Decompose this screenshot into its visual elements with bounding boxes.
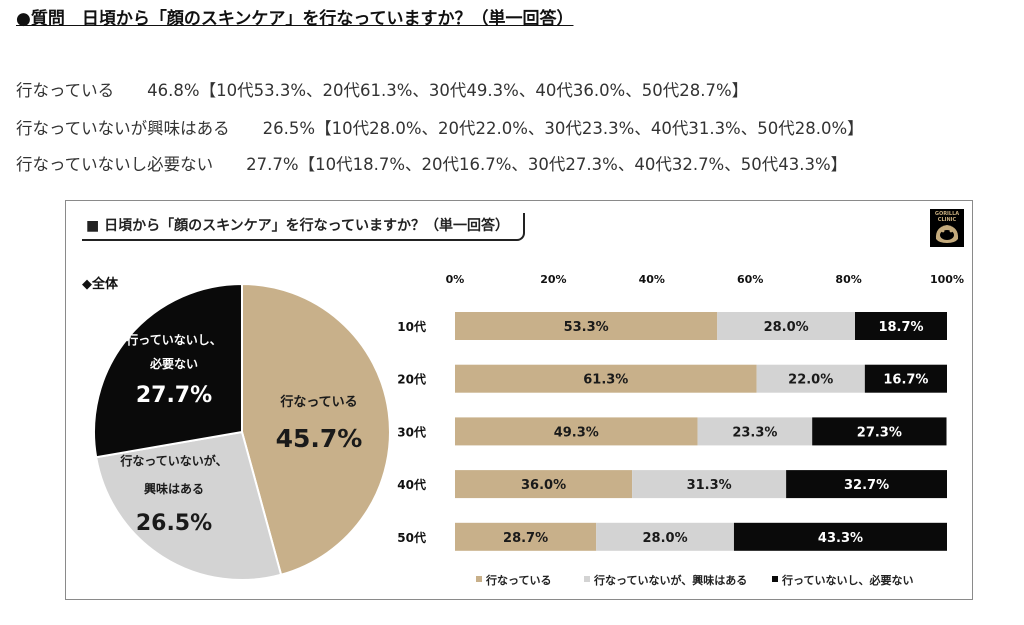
pie-label: 必要ない (149, 356, 198, 371)
pie-slice (95, 430, 283, 581)
pie-label: 行なっていないが、 (119, 453, 227, 468)
bar-segment (855, 312, 947, 340)
bar-segment (632, 470, 787, 499)
bar-segment (455, 312, 718, 340)
pie-value: 26.5% (136, 511, 212, 536)
y-category-label: 50代 (397, 530, 426, 545)
pie-label: 行っていないし、 (125, 332, 221, 347)
pie-label: 行なっている (279, 394, 357, 410)
bar-data-label: 31.3% (687, 478, 732, 493)
x-tick-label: 100% (930, 273, 964, 286)
brand-logo: GORILLA CLINIC (930, 209, 964, 247)
legend-swatch (584, 576, 590, 582)
summary-line-interested: 行なっていないが興味はある 26.5%【10代28.0%、20代22.0%、30… (16, 119, 864, 138)
bar-segment (717, 312, 855, 340)
bar-segment (697, 417, 813, 446)
pie-value: 27.7% (136, 383, 212, 408)
bar-data-label: 16.7% (883, 373, 928, 388)
bar-data-label: 28.7% (503, 531, 548, 546)
y-category-label: 30代 (397, 424, 426, 439)
bar-data-label: 53.3% (564, 320, 609, 335)
legend-label: 行っていないし、必要ない (781, 573, 913, 587)
pie-value: 45.7% (276, 424, 363, 453)
legend-swatch (476, 576, 482, 582)
legend-label: 行なっていないが、興味はある (593, 573, 747, 587)
bar-segment (455, 470, 633, 499)
bar-segment (756, 364, 865, 393)
legend-label: 行なっている (485, 573, 551, 587)
bar-data-label: 49.3% (554, 425, 599, 440)
bar-segment (786, 470, 947, 499)
y-category-label: 10代 (397, 319, 426, 334)
y-category-label: 20代 (397, 372, 426, 387)
bar-data-label: 27.3% (857, 425, 902, 440)
pie-slice (241, 282, 391, 576)
pie-label: 興味はある (144, 481, 204, 496)
bar-segment (455, 364, 757, 393)
bar-segment (733, 522, 947, 551)
bar-segment (455, 522, 597, 551)
bar-data-label: 22.0% (788, 373, 833, 388)
page-heading: ●質問 日頃から「顔のスキンケア」を行なっていますか？（単一回答） (16, 9, 574, 29)
x-tick-label: 0% (446, 273, 465, 286)
bar-segment (864, 364, 947, 393)
bar-data-label: 28.0% (643, 531, 688, 546)
pie-title: ◆全体 (82, 276, 119, 292)
bar-segment (812, 417, 947, 446)
bar-data-label: 61.3% (583, 373, 628, 388)
bar-segment (455, 417, 698, 446)
figure-title: ■ 日頃から「顔のスキンケア」を行なっていますか？（単一回答） (82, 213, 525, 241)
x-tick-label: 40% (639, 273, 665, 286)
bar-data-label: 43.3% (818, 531, 863, 546)
brand-logo-text: GORILLA CLINIC (934, 211, 960, 223)
x-tick-label: 20% (540, 273, 566, 286)
summary-line-doing: 行なっている 46.8%【10代53.3%、20代61.3%、30代49.3%、… (16, 81, 749, 100)
bar-data-label: 28.0% (764, 320, 809, 335)
pie-slice (93, 282, 243, 459)
bar-data-label: 32.7% (844, 478, 889, 493)
legend-swatch (772, 576, 778, 582)
x-tick-label: 80% (835, 273, 861, 286)
gorilla-icon (935, 225, 959, 243)
summary-line-not-needed: 行なっていないし必要ない 27.7%【10代18.7%、20代16.7%、30代… (16, 155, 848, 174)
x-tick-label: 60% (737, 273, 763, 286)
bar-data-label: 36.0% (521, 478, 566, 493)
chart-figure: ◆全体行なっている 45.7% 行なっていないが、 興味はある 26.5% 行っていないし… (65, 200, 973, 600)
bar-data-label: 18.7% (878, 320, 923, 335)
bar-data-label: 23.3% (732, 425, 777, 440)
bar-segment (596, 522, 734, 551)
y-category-label: 40代 (397, 477, 426, 492)
